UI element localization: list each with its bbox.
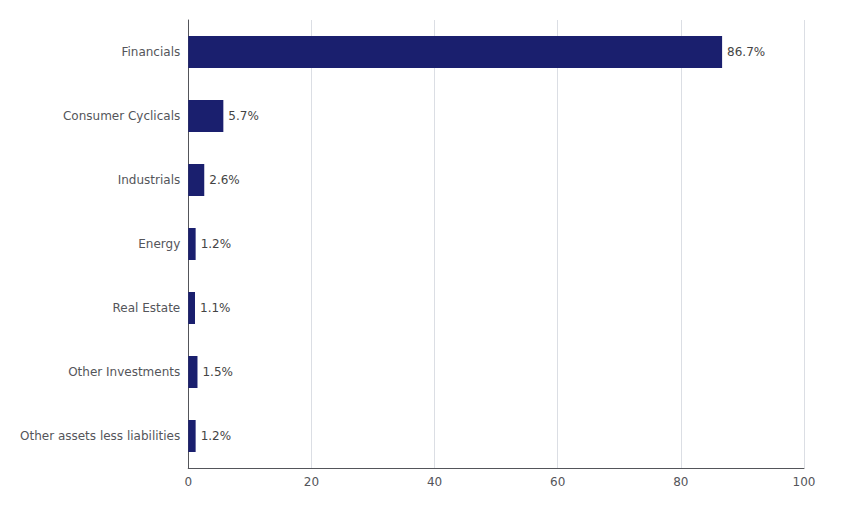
svg-text:0: 0 xyxy=(184,475,192,489)
svg-text:Other Investments: Other Investments xyxy=(68,365,180,379)
svg-text:Industrials: Industrials xyxy=(118,173,181,187)
svg-text:1.2%: 1.2% xyxy=(201,237,232,251)
svg-text:Financials: Financials xyxy=(121,45,180,59)
svg-text:Real Estate: Real Estate xyxy=(113,301,181,315)
svg-text:80: 80 xyxy=(673,475,688,489)
svg-text:1.2%: 1.2% xyxy=(201,429,232,443)
svg-text:1.1%: 1.1% xyxy=(200,301,231,315)
svg-text:1.5%: 1.5% xyxy=(202,365,233,379)
svg-text:40: 40 xyxy=(427,475,442,489)
svg-text:5.7%: 5.7% xyxy=(228,109,258,123)
svg-text:20: 20 xyxy=(304,475,319,489)
svg-text:2.6%: 2.6% xyxy=(209,173,240,187)
svg-text:100: 100 xyxy=(793,475,816,489)
svg-text:Other assets less liabilities: Other assets less liabilities xyxy=(20,429,180,443)
svg-text:Energy: Energy xyxy=(138,237,180,251)
svg-text:60: 60 xyxy=(550,475,565,489)
svg-text:Consumer Cyclicals: Consumer Cyclicals xyxy=(63,109,180,123)
svg-text:86.7%: 86.7% xyxy=(727,45,765,59)
